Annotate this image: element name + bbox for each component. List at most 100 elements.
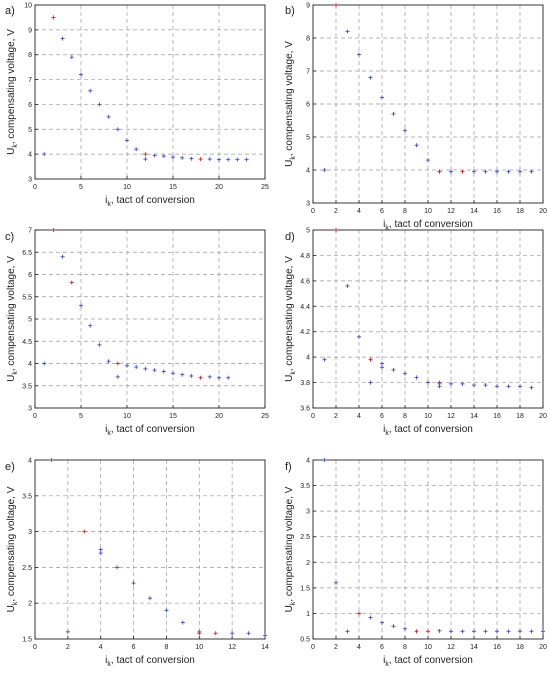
x-tick-label: 16 [493,413,501,420]
data-point-blue [97,102,102,107]
chart-panel: 0 5 10 15 20 25 3 4 5 6 7 8 9 10 a) ik, tact of convers… [5,3,269,209]
data-point-red [69,280,74,285]
y-tick-label: 4 [306,168,310,175]
data-point-blue [161,154,166,159]
data-point-red [334,3,338,7]
y-tick-label: 7 [306,69,310,76]
x-tick-label: 10 [195,644,203,651]
data-point-blue [88,323,93,328]
data-point-blue [171,155,175,160]
y-tick-label: 3.5 [22,493,32,500]
x-tick-label: 2 [334,413,338,420]
data-point-blue [98,547,103,552]
y-tick-label: 6 [28,272,32,279]
data-point-blue [148,596,152,601]
x-tick-label: 6 [380,208,384,215]
data-point-blue [143,157,148,162]
data-point-blue [357,334,361,339]
y-tick-label: 6 [306,102,310,109]
data-point-blue [115,565,120,570]
x-tick-label: 0 [311,413,315,420]
data-point-blue [483,629,488,634]
chart-panel: 0 2 4 6 8 10 12 14 16 18 20 0.5 1 1.5 2 2.5 3 3.5 4 f) ik, t… [284,458,547,669]
data-point-blue [380,95,384,100]
data-point-red [51,15,56,20]
chart-panel: 0 2 4 6 8 10 12 14 16 18 20 3 4 5 6 7 8 9 b) ik, tact of co… [284,3,547,233]
y-tick-label: 3.5 [22,383,32,390]
plot-area [35,460,265,639]
y-tick-label: 4.4 [300,304,310,311]
x-tick-label: 0 [311,644,315,651]
data-point-blue [460,381,465,386]
data-point-blue [529,385,534,390]
data-point-red [460,169,465,174]
x-tick-label: 12 [447,413,455,420]
data-point-blue [380,361,384,366]
data-point-blue [483,383,488,388]
data-point-blue [483,169,488,174]
data-point-blue [529,629,534,634]
y-tick-label: 5.5 [22,294,32,301]
data-point-blue [115,127,120,132]
data-point-blue [403,128,407,133]
x-tick-label: 16 [493,644,501,651]
x-tick-label: 12 [447,208,455,215]
data-point-blue [414,143,419,148]
x-tick-label: 6 [132,644,136,651]
x-tick-label: 6 [380,413,384,420]
data-point-blue [79,303,83,308]
x-tick-label: 2 [334,644,338,651]
data-point-blue [368,615,373,620]
data-point-blue [506,169,511,174]
data-point-red [198,157,203,162]
data-point-blue [152,368,157,373]
data-point-blue [495,384,499,389]
data-point-blue [403,626,407,631]
y-tick-label: 4.5 [22,339,32,346]
data-point-blue [391,367,396,372]
data-point-blue [134,147,139,152]
y-tick-label: 9 [306,3,310,10]
data-point-blue [88,88,93,93]
x-tick-label: 2 [334,208,338,215]
panel-label: b) [285,5,295,17]
data-point-red [437,169,442,174]
y-tick-label: 2.5 [22,565,32,572]
data-point-blue [506,629,511,634]
x-tick-label: 20 [539,413,547,420]
y-tick-label: 4 [306,458,310,465]
data-point-blue [414,375,419,380]
x-tick-label: 4 [357,208,361,215]
data-point-blue [495,629,499,634]
x-tick-label: 8 [403,208,407,215]
data-point-red [198,375,203,380]
panel-label: e) [5,461,15,473]
panel-label: c) [5,231,14,243]
data-point-blue [115,374,120,379]
x-tick-label: 14 [470,413,478,420]
y-tick-label: 7 [28,228,32,235]
y-tick-label: 8 [306,36,310,43]
y-tick-label: 4 [28,458,32,465]
y-axis-label: Uk, compensating voltage, V [6,256,19,382]
data-point-red [115,361,120,366]
y-tick-label: 1.5 [22,637,32,644]
data-point-blue [506,384,511,389]
data-point-red [368,357,373,362]
data-point-blue [334,580,338,585]
x-axis-label: ik, tact of conversion [105,424,195,437]
x-tick-label: 12 [228,644,236,651]
x-tick-label: 12 [447,644,455,651]
x-tick-label: 5 [79,184,83,191]
data-point-blue [345,29,350,34]
panel-label: f) [285,461,292,473]
data-point-blue [97,342,102,347]
data-point-blue [472,629,476,634]
y-tick-label: 8 [28,52,32,59]
y-tick-label: 3 [28,406,32,413]
axes-frame [34,459,266,640]
data-point-blue [518,384,522,389]
y-axis-label: Uk, compensating voltage, V [284,256,297,382]
x-tick-label: 0 [33,413,37,420]
data-point-blue [368,75,373,80]
